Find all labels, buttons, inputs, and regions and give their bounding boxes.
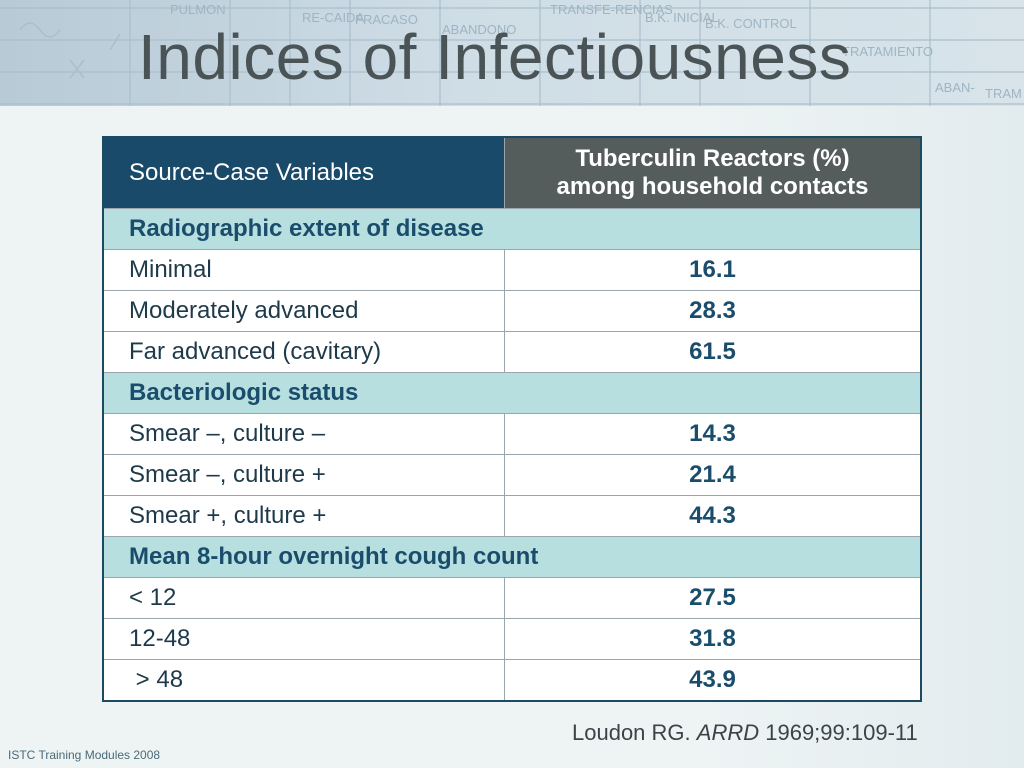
table-row: Moderately advanced 28.3 <box>102 290 922 332</box>
page-title: Indices of Infectiousness <box>138 21 852 93</box>
variable-cell: Smear +, culture + <box>102 495 505 537</box>
table-row: Smear –, culture – 14.3 <box>102 413 922 455</box>
section-row: Radiographic extent of disease <box>102 208 922 250</box>
value-cell: 31.8 <box>504 618 922 660</box>
section-row: Bacteriologic status <box>102 372 922 414</box>
value-cell: 61.5 <box>504 331 922 373</box>
variable-cell: Smear –, culture – <box>102 413 505 455</box>
infectiousness-table: Source-Case Variables Tuberculin Reactor… <box>102 136 922 702</box>
value-cell: 14.3 <box>504 413 922 455</box>
table-row: 12-48 31.8 <box>102 618 922 660</box>
variable-cell: Moderately advanced <box>102 290 505 332</box>
citation-journal: ARRD <box>696 720 760 745</box>
table-row: Far advanced (cavitary) 61.5 <box>102 331 922 373</box>
variable-cell: Smear –, culture + <box>102 454 505 496</box>
value-cell: 27.5 <box>504 577 922 619</box>
footer-text: ISTC Training Modules 2008 <box>8 748 161 762</box>
variable-cell: > 48 <box>102 659 505 702</box>
column-header-line: Tuberculin Reactors (%) <box>575 145 850 172</box>
bg-word: TRANSFE-RENCIAS <box>550 2 673 17</box>
bg-word: FRACASO <box>355 12 418 27</box>
value-cell: 43.9 <box>504 659 922 702</box>
section-label: Mean 8-hour overnight cough count <box>102 536 922 578</box>
bg-word: PULMON <box>170 2 226 17</box>
bg-word: B.K. CONTROL <box>705 16 797 31</box>
bg-word: ABANDONO <box>442 22 516 37</box>
value-cell: 44.3 <box>504 495 922 537</box>
section-label: Radiographic extent of disease <box>102 208 922 250</box>
bg-word: B.K. INICIAL <box>645 10 719 25</box>
section-label: Bacteriologic status <box>102 372 922 414</box>
variable-cell: Minimal <box>102 249 505 291</box>
table-row: > 48 43.9 <box>102 659 922 702</box>
form-grid-background: PULMON RE-CAIDA FRACASO ABANDONO TRANSFE… <box>0 0 1024 106</box>
bg-word: TRAM <box>985 86 1022 101</box>
value-cell: 16.1 <box>504 249 922 291</box>
value-cell: 21.4 <box>504 454 922 496</box>
citation-ref: 1969;99:109-11 <box>765 720 918 745</box>
table-row: < 12 27.5 <box>102 577 922 619</box>
column-header-reactors: Tuberculin Reactors (%) among household … <box>504 136 922 209</box>
bg-word: ABAN- <box>935 80 975 95</box>
variable-cell: 12-48 <box>102 618 505 660</box>
header-banner: PULMON RE-CAIDA FRACASO ABANDONO TRANSFE… <box>0 0 1024 106</box>
table-row: Smear +, culture + 44.3 <box>102 495 922 537</box>
variable-cell: Far advanced (cavitary) <box>102 331 505 373</box>
variable-cell: < 12 <box>102 577 505 619</box>
citation-author: Loudon RG. <box>572 720 691 745</box>
table-row: Smear –, culture + 21.4 <box>102 454 922 496</box>
column-header-variables: Source-Case Variables <box>102 136 505 209</box>
table-header-row: Source-Case Variables Tuberculin Reactor… <box>102 136 922 209</box>
section-row: Mean 8-hour overnight cough count <box>102 536 922 578</box>
column-header-line: among household contacts <box>556 173 869 200</box>
bg-word: RE-CAIDA <box>302 10 364 25</box>
citation: Loudon RG. ARRD 1969;99:109-11 <box>572 720 918 746</box>
value-cell: 28.3 <box>504 290 922 332</box>
table-row: Minimal 16.1 <box>102 249 922 291</box>
bg-word: TRATAMIENTO <box>842 44 933 59</box>
